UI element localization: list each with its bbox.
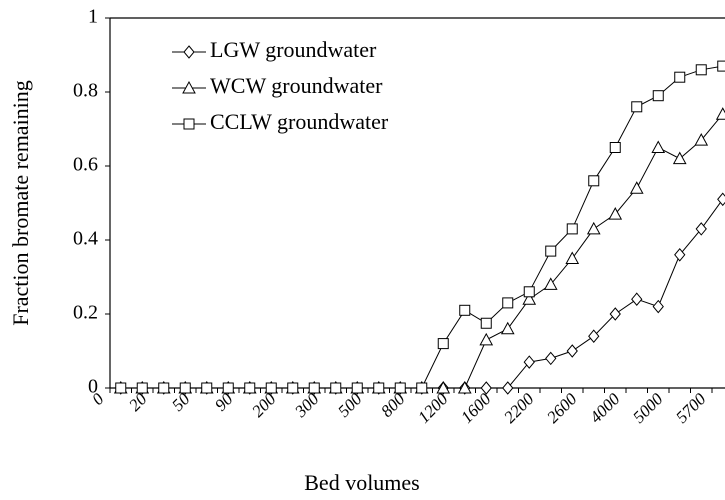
marker <box>351 382 363 394</box>
marker <box>588 175 600 187</box>
x-tick-label: 1600 <box>457 389 495 427</box>
x-tick-label: 800 <box>377 389 409 421</box>
marker <box>545 245 557 257</box>
marker <box>183 45 195 59</box>
legend-label: WCW groundwater <box>210 73 383 98</box>
y-tick-label: 1 <box>88 6 98 28</box>
x-tick-label: 1200 <box>414 389 452 427</box>
marker <box>182 80 196 94</box>
marker <box>394 382 406 394</box>
x-tick-label: 2200 <box>500 389 538 427</box>
marker <box>500 321 515 335</box>
y-tick-label: 0.2 <box>73 302 98 324</box>
marker <box>502 297 514 309</box>
marker <box>479 332 494 346</box>
marker <box>287 382 299 394</box>
marker <box>717 60 725 72</box>
marker <box>608 207 623 220</box>
marker <box>717 192 725 207</box>
marker <box>222 382 234 394</box>
marker <box>115 382 127 394</box>
marker <box>545 351 557 366</box>
x-tick-label: 5000 <box>629 389 667 427</box>
y-tick-label: 0.6 <box>73 154 98 176</box>
marker <box>566 344 578 358</box>
series-line <box>120 199 724 389</box>
marker <box>158 382 170 394</box>
x-tick-label: 200 <box>248 389 280 421</box>
marker <box>436 380 451 394</box>
x-tick-label: 500 <box>334 389 366 421</box>
marker <box>457 380 472 394</box>
marker <box>631 101 643 113</box>
marker <box>695 64 707 76</box>
marker <box>609 142 621 153</box>
marker <box>265 382 277 394</box>
marker <box>651 140 666 153</box>
marker <box>695 222 707 236</box>
x-tick-label: 300 <box>290 389 323 422</box>
marker <box>523 355 535 369</box>
marker <box>308 382 320 394</box>
marker <box>244 382 256 394</box>
marker <box>373 382 385 394</box>
marker <box>543 277 558 290</box>
marker <box>523 286 535 298</box>
marker <box>652 90 664 102</box>
marker <box>480 381 492 395</box>
y-tick-label: 0.4 <box>73 228 98 250</box>
marker <box>437 338 449 350</box>
legend-label: LGW groundwater <box>210 37 377 62</box>
marker <box>201 382 213 394</box>
marker <box>502 381 514 395</box>
marker <box>629 181 644 194</box>
marker <box>183 118 195 130</box>
marker <box>588 329 600 343</box>
marker <box>672 151 687 165</box>
x-axis-label: Bed volumes <box>304 470 420 495</box>
marker <box>136 382 148 394</box>
marker <box>330 382 342 394</box>
marker <box>416 382 428 394</box>
marker <box>694 133 709 146</box>
marker <box>480 317 492 329</box>
marker <box>652 299 664 314</box>
marker <box>459 304 471 316</box>
y-tick-label: 0.8 <box>73 80 98 102</box>
marker <box>179 382 191 394</box>
marker <box>674 71 686 83</box>
marker <box>586 221 601 235</box>
y-axis-label: Fraction bromate remaining <box>8 80 33 326</box>
y-tick-label: 0 <box>88 376 98 398</box>
legend-label: CCLW groundwater <box>210 109 389 134</box>
x-tick-label: 2600 <box>543 389 581 427</box>
x-tick-label: 4000 <box>586 389 624 427</box>
marker <box>631 292 643 306</box>
marker <box>609 307 621 321</box>
x-tick-label: 0 <box>88 389 108 409</box>
series-line <box>120 113 724 389</box>
marker <box>522 292 537 305</box>
marker <box>566 223 578 235</box>
marker <box>674 248 686 262</box>
marker <box>565 251 580 264</box>
marker <box>715 107 725 120</box>
x-tick-label: 5700 <box>672 389 710 427</box>
